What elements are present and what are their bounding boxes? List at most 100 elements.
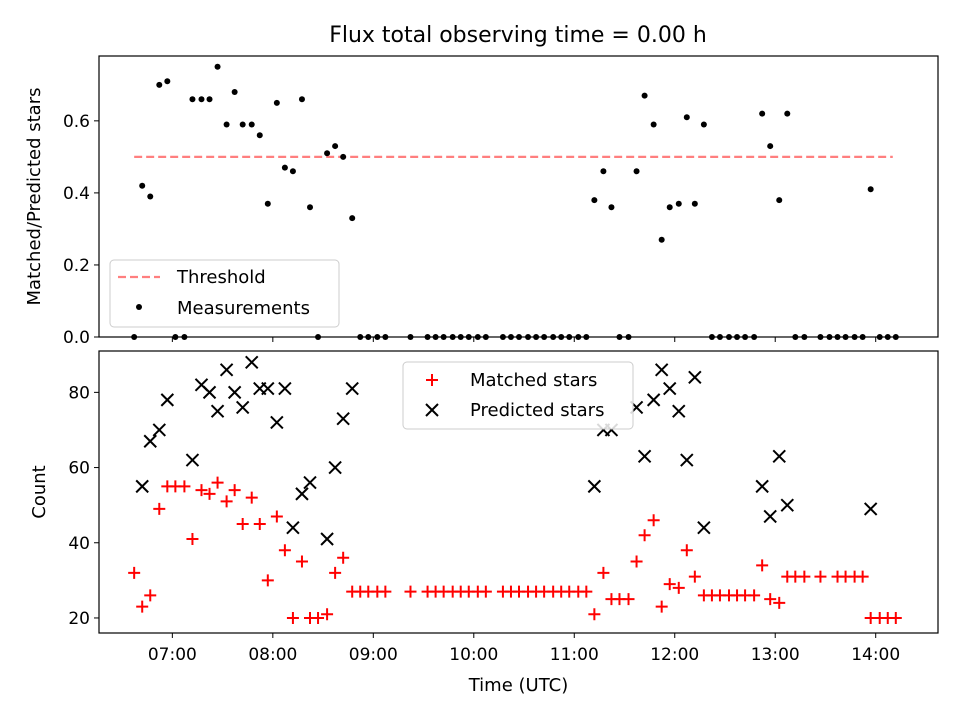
measurements-point <box>792 334 799 340</box>
matched-stars-point <box>220 495 233 508</box>
measurements-point <box>139 182 146 189</box>
legend: Threshold Measurements <box>109 259 340 328</box>
matched-stars-point <box>773 596 786 609</box>
predicted-stars-point <box>863 502 878 516</box>
measurements-point <box>691 200 698 207</box>
measurements-point <box>583 334 590 340</box>
matched-stars-point <box>236 517 249 530</box>
predicted-stars-point <box>637 449 652 463</box>
x-tick-label: 12:00 <box>650 645 699 665</box>
measurements-point <box>432 334 439 340</box>
ratio-subplot: 0.0 0.2 0.4 0.6 Matched/Predicted stars Thres… <box>24 55 939 348</box>
matched-stars-point <box>748 589 761 602</box>
matched-stars-point <box>329 566 342 579</box>
measurements-point <box>550 334 557 340</box>
predicted-stars-point <box>646 393 661 407</box>
predicted-stars-point <box>245 355 259 369</box>
measurements-point <box>281 164 288 171</box>
y-tick-label: 0.6 <box>63 112 90 132</box>
matched-stars-point <box>856 570 869 583</box>
predicted-stars-point <box>336 411 350 426</box>
matched-stars-point <box>798 570 811 583</box>
legend-threshold-label: Threshold <box>176 267 266 288</box>
matched-stars-point <box>622 593 635 606</box>
predicted-stars-point <box>663 381 677 396</box>
measurements-point <box>298 96 305 103</box>
y-tick-label: 0.0 <box>63 328 90 348</box>
measurements-point <box>315 334 322 340</box>
measurements-point <box>817 334 824 340</box>
measurements-point <box>357 334 364 340</box>
measurements-point <box>223 121 230 128</box>
measurements-point <box>273 99 280 106</box>
measurements-point <box>851 334 858 340</box>
predicted-stars-point <box>202 385 217 400</box>
predicted-stars-point <box>143 434 157 448</box>
measurements-point <box>231 89 238 96</box>
matched-stars-point <box>136 600 149 613</box>
measurements-point <box>499 334 506 340</box>
measurements-point <box>248 121 255 128</box>
matched-stars-point <box>479 585 492 598</box>
measurements-point <box>181 334 188 340</box>
measurements-point <box>751 334 758 340</box>
matched-stars-point <box>228 484 241 497</box>
predicted-stars-point <box>270 415 284 430</box>
matched-stars-point <box>597 566 610 579</box>
measurements-point <box>374 334 381 340</box>
measurements-point <box>892 334 899 340</box>
matched-stars-point <box>278 544 291 557</box>
predicted-stars-point <box>135 479 149 494</box>
matched-stars-point <box>688 570 701 583</box>
x-tick-label: 07:00 <box>148 645 197 665</box>
x-tick-label: 11:00 <box>550 645 599 665</box>
measurements-point <box>457 334 464 340</box>
predicted-stars-point <box>772 449 786 463</box>
predicted-stars-point <box>160 393 175 407</box>
measurements-point <box>767 143 774 150</box>
measurements-point <box>826 334 833 340</box>
matched-stars-point <box>153 502 166 515</box>
measurements-point <box>131 334 138 340</box>
legend: Matched stars Predicted stars <box>402 361 634 430</box>
measurements-point <box>256 132 263 139</box>
measurements-point <box>239 121 246 128</box>
matched-stars-point <box>295 555 308 568</box>
predicted-stars-point <box>654 363 669 377</box>
measurements-point <box>382 334 389 340</box>
measurements-point <box>198 96 205 103</box>
matched-stars-point <box>889 611 902 624</box>
legend-frame <box>109 259 340 328</box>
matched-stars-point <box>638 529 651 542</box>
matched-stars-point <box>580 585 593 598</box>
measurements-point <box>147 193 154 200</box>
legend-predicted-label: Predicted stars <box>470 400 604 421</box>
measurements-point <box>658 236 665 243</box>
plot-frame <box>98 350 939 634</box>
measurements-point <box>206 96 213 103</box>
measurements-point <box>449 334 456 340</box>
measurements-point <box>307 204 314 211</box>
measurements-point <box>784 110 791 117</box>
measurements-point <box>616 334 623 340</box>
y-tick-label: 40 <box>68 534 90 554</box>
measurements-point <box>440 334 447 340</box>
x-axis-label: Time (UTC) <box>468 675 569 696</box>
matched-stars-point <box>756 559 769 572</box>
measurements-point <box>349 215 356 222</box>
predicted-stars-point <box>755 479 769 494</box>
measurements-point <box>834 334 841 340</box>
measurements-point <box>558 334 565 340</box>
measurements-point <box>566 334 573 340</box>
measurements-point <box>859 334 866 340</box>
measurements-point <box>541 334 548 340</box>
measurements-point <box>214 63 221 70</box>
predicted-stars-point <box>185 453 200 467</box>
matched-stars-point <box>178 480 191 493</box>
measurements-point <box>726 334 733 340</box>
measurements-point <box>533 334 540 340</box>
measurements-point <box>884 334 891 340</box>
measurements-point <box>156 81 163 88</box>
measurements-point <box>600 168 607 175</box>
predicted-stars-point <box>680 453 694 467</box>
